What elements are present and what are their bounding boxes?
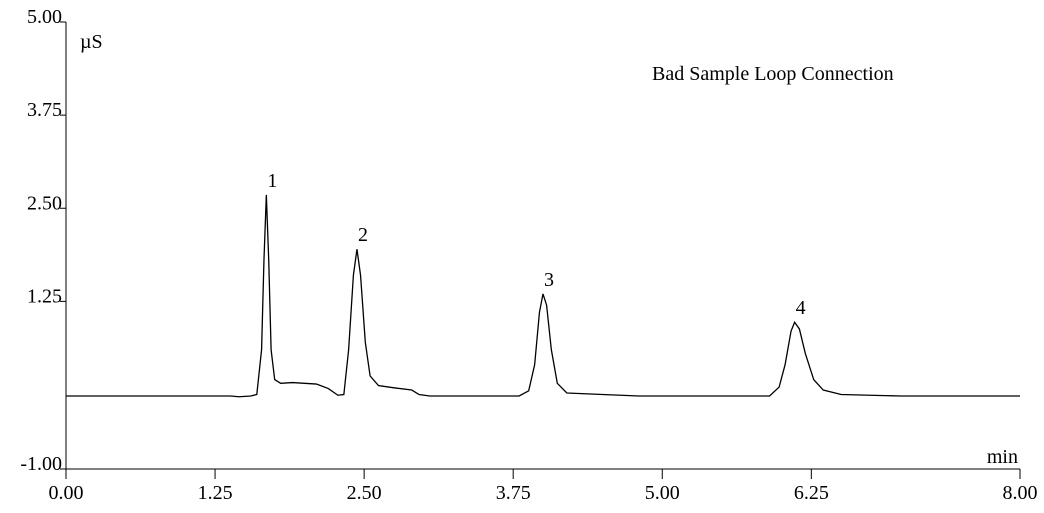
peak-label: 3 <box>544 269 554 291</box>
peak-label: 4 <box>796 297 806 319</box>
trace <box>66 194 1020 398</box>
y-tick-label: 1.25 <box>27 285 62 307</box>
y-tick-label: 3.75 <box>27 99 62 121</box>
x-tick-label: 6.25 <box>794 482 829 504</box>
x-tick-label: 5.00 <box>645 482 680 504</box>
y-tick-label: -1.00 <box>20 453 62 475</box>
peak-label: 2 <box>358 224 368 246</box>
peak-label: 1 <box>267 170 277 192</box>
x-tick-label: 1.25 <box>198 482 233 504</box>
annotation: Bad Sample Loop Connection <box>652 63 894 85</box>
x-tick-label: 3.75 <box>496 482 531 504</box>
y-tick-label: 5.00 <box>27 6 62 28</box>
y-tick-label: 2.50 <box>27 192 62 214</box>
x-tick-label: 2.50 <box>347 482 382 504</box>
x-tick-label: 0.00 <box>49 482 84 504</box>
x-axis-label: min <box>987 446 1018 468</box>
x-tick-label: 8.00 <box>1003 482 1038 504</box>
y-axis-label: µS <box>80 31 103 53</box>
